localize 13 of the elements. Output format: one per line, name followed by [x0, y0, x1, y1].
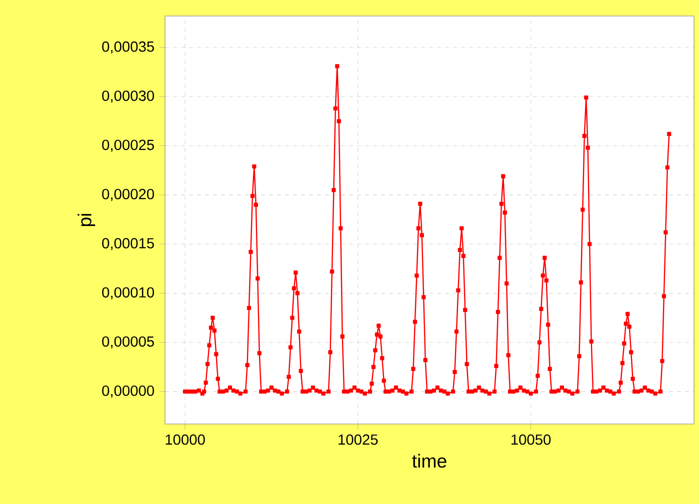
y-tick-label: 0,00015 — [102, 238, 154, 250]
y-tick-label: 0,00010 — [102, 287, 154, 300]
y-tick-label: 0,00020 — [102, 188, 154, 201]
x-axis-title: time — [412, 454, 446, 468]
x-tick-label: 10050 — [512, 434, 551, 445]
y-axis-title: pi — [78, 214, 96, 226]
y-tick-label: 0,00005 — [102, 336, 154, 348]
x-tick-label: 10025 — [338, 434, 378, 445]
x-tick-label: 10000 — [166, 434, 205, 445]
y-tick-label: 0,00000 — [102, 386, 154, 398]
y-tick-label: 0,00030 — [102, 90, 154, 103]
y-tick-label: 0,00035 — [102, 41, 154, 54]
y-tick-label: 0,00025 — [102, 140, 154, 152]
